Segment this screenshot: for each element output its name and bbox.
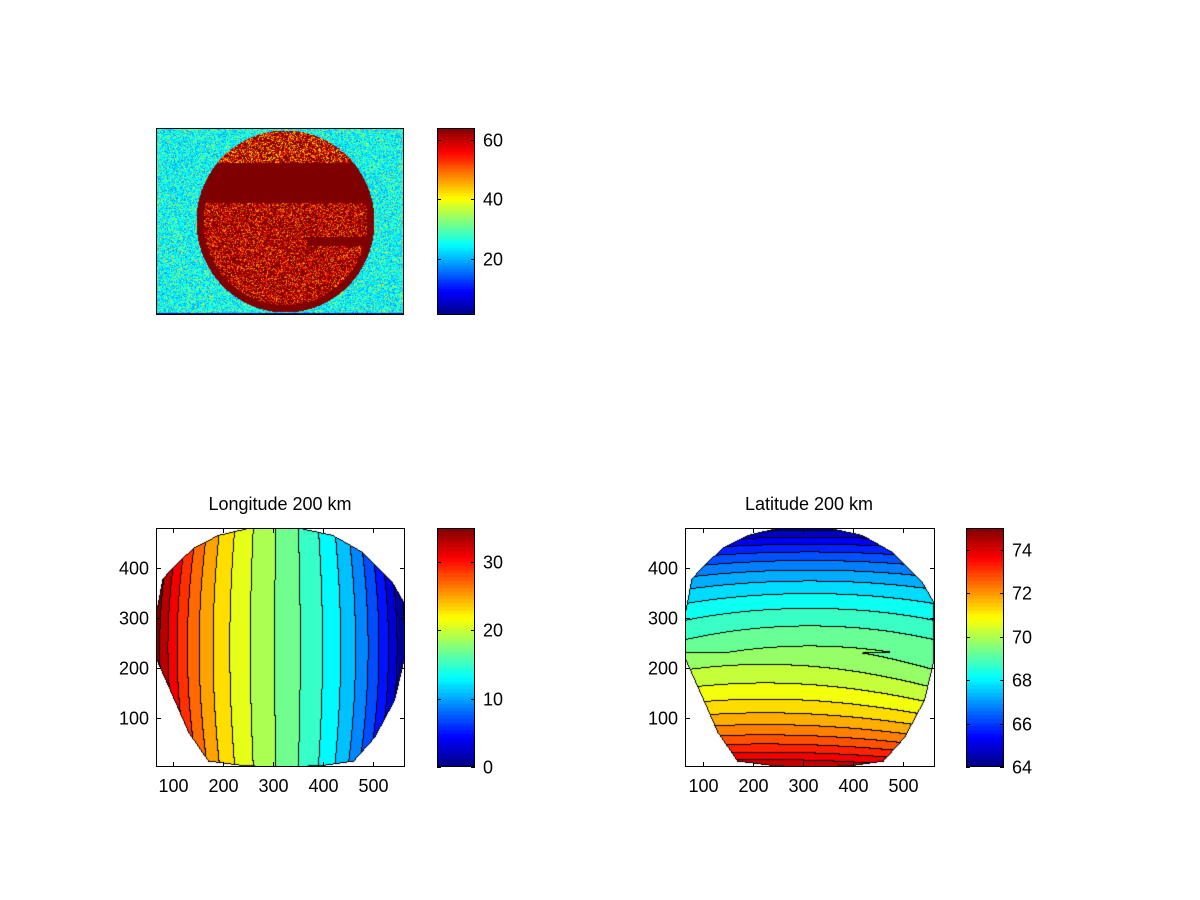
colorbar-tick-label: 60 <box>483 130 504 150</box>
x-tick-label: 100 <box>688 776 719 796</box>
y-tick-label: 100 <box>647 708 678 728</box>
y-tick-label: 300 <box>118 608 149 628</box>
colorbar-tick-label: 68 <box>1012 670 1033 690</box>
axes-box <box>685 528 935 767</box>
y-tick-label: 200 <box>118 658 149 678</box>
x-tick-label: 500 <box>358 776 389 796</box>
image-colorbar: 20 40 60 <box>437 128 503 315</box>
colorbar-tick-label: 20 <box>483 620 504 640</box>
x-tick-label: 500 <box>888 776 919 796</box>
colorbar-gradient <box>437 528 475 767</box>
longitude-axes: 100 200 300 400 500 100 200 300 400 <box>119 528 405 796</box>
x-tick-label: 300 <box>258 776 289 796</box>
colorbar-tick-label: 66 <box>1012 714 1033 734</box>
x-tick-label: 400 <box>308 776 339 796</box>
axes-box <box>156 528 405 767</box>
colorbar-gradient <box>966 528 1004 767</box>
y-tick-label: 400 <box>118 558 149 578</box>
x-tick-label: 200 <box>208 776 239 796</box>
colorbar-box <box>437 528 475 767</box>
image-axes <box>156 128 404 315</box>
axes-frame <box>156 528 405 767</box>
colorbar-gradient <box>437 128 475 315</box>
latitude-contour-fill <box>685 528 935 767</box>
y-tick-label: 300 <box>647 608 678 628</box>
intensity-image <box>156 128 404 315</box>
y-tick-label: 200 <box>647 658 678 678</box>
colorbar-tick-label: 72 <box>1012 583 1033 603</box>
longitude-contour-fill <box>156 528 405 767</box>
latitude-axes: 100 200 300 400 500 100 200 300 400 <box>648 528 935 796</box>
x-tick-label: 400 <box>838 776 869 796</box>
colorbar-frame <box>437 528 475 768</box>
longitude-colorbar: 0 10 20 30 <box>437 528 503 777</box>
latitude-title: Latitude 200 km <box>744 494 874 514</box>
colorbar-tick-label: 0 <box>483 757 494 777</box>
x-tick-label: 300 <box>788 776 819 796</box>
axes-frame <box>685 528 935 767</box>
longitude-title: Longitude 200 km <box>208 494 352 514</box>
colorbar-tick-label: 10 <box>483 689 504 709</box>
y-tick-label: 100 <box>118 708 149 728</box>
colorbar-box <box>437 128 475 315</box>
latitude-colorbar: 64 66 68 70 72 74 <box>966 528 1032 777</box>
colorbar-tick-label: 74 <box>1012 540 1033 560</box>
colorbar-tick-label: 40 <box>483 189 504 209</box>
colorbar-tick-label: 30 <box>483 552 504 572</box>
colorbar-tick-label: 64 <box>1012 757 1033 777</box>
axes-box <box>156 128 404 315</box>
colorbar-frame <box>437 128 475 315</box>
colorbar-tick-label: 20 <box>483 249 504 269</box>
axes-frame <box>156 128 404 315</box>
x-tick-label: 200 <box>738 776 769 796</box>
colorbar-frame <box>966 528 1004 768</box>
colorbar-tick-label: 70 <box>1012 627 1033 647</box>
colorbar-box <box>966 528 1004 767</box>
x-tick-label: 100 <box>158 776 189 796</box>
y-tick-label: 400 <box>647 558 678 578</box>
